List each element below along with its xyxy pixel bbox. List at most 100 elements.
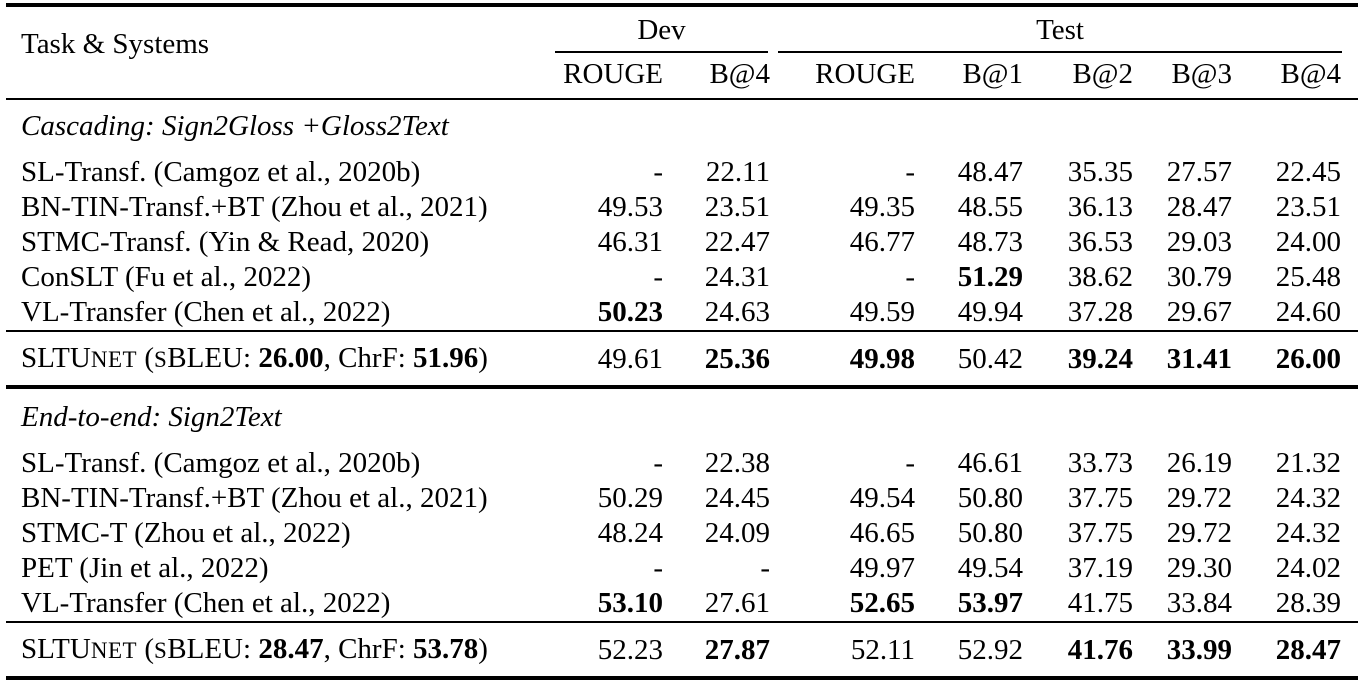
group-label-dev: Dev — [555, 15, 769, 53]
metric-value: 48.73 — [957, 226, 1024, 258]
metric-value: 52.11 — [770, 621, 916, 678]
metric-value: 27.87 — [663, 621, 771, 678]
group-header-dev: Dev — [545, 5, 770, 53]
metric-value: 33.99 — [1133, 621, 1233, 678]
results-table: Task & Systems Dev Test ROUGE B@4 ROUGE … — [6, 3, 1359, 680]
metric-value: 24.00 — [1275, 226, 1342, 258]
metric-value: 25.36 — [663, 330, 771, 387]
system-row: STMC-T (Zhou et al., 2022) 48.24 24.09 4… — [6, 516, 1358, 551]
system-name: SL-Transf. (Camgoz et al., 2020b) — [21, 156, 421, 188]
metric-value: 52.65 — [849, 587, 916, 619]
metric-value: 30.79 — [1166, 261, 1233, 293]
metric-value: 31.41 — [1133, 330, 1233, 387]
table-header: Task & Systems Dev Test ROUGE B@4 ROUGE … — [6, 5, 1359, 100]
paren-close: ) — [478, 342, 488, 374]
sltunet-name-smallcaps: net — [90, 347, 138, 372]
chrf-value: 51.96 — [413, 342, 479, 374]
metric-value: 48.47 — [957, 156, 1024, 188]
metric-value: 33.73 — [1067, 447, 1134, 479]
col-header-test-b4: B@4 — [1232, 53, 1359, 100]
metric-value: 52.92 — [915, 621, 1024, 678]
metric-value: 35.35 — [1067, 156, 1134, 188]
metric-value: 38.62 — [1067, 261, 1134, 293]
metric-value: 28.47 — [1232, 621, 1359, 678]
sbleu-small-s: s — [153, 347, 168, 372]
system-name: STMC-T (Zhou et al., 2022) — [21, 517, 351, 549]
metric-value: - — [653, 447, 663, 479]
col-header-test-b3: B@3 — [1133, 53, 1233, 100]
metric-value: 24.32 — [1275, 517, 1342, 549]
col-header-test-b2: B@2 — [1023, 53, 1134, 100]
metric-value: - — [653, 156, 663, 188]
group-header-test: Test — [770, 5, 1358, 53]
metric-value: 36.53 — [1067, 226, 1134, 258]
sbleu-value: 28.47 — [258, 633, 324, 665]
system-row: BN-TIN-Transf.+BT (Zhou et al., 2021) 49… — [6, 190, 1358, 225]
metric-value: 50.80 — [957, 482, 1024, 514]
metric-value: 46.77 — [849, 226, 916, 258]
metric-value: 50.23 — [597, 296, 663, 328]
system-row: SL-Transf. (Camgoz et al., 2020b) - 22.3… — [6, 446, 1358, 481]
metric-value: 37.19 — [1067, 552, 1134, 584]
metric-value: 24.60 — [1275, 296, 1342, 328]
metric-value: 37.75 — [1067, 482, 1134, 514]
metric-value: 24.02 — [1275, 552, 1342, 584]
metric-value: - — [653, 261, 663, 293]
metric-value: 46.65 — [849, 517, 916, 549]
metric-value: 25.48 — [1275, 261, 1342, 293]
metric-value: 48.55 — [957, 191, 1024, 223]
metric-value: 48.24 — [597, 517, 663, 549]
metric-value: 24.09 — [704, 517, 771, 549]
system-name: ConSLT (Fu et al., 2022) — [21, 261, 312, 293]
metric-value: - — [653, 552, 663, 584]
metric-value: 46.31 — [597, 226, 663, 258]
system-name: BN-TIN-Transf.+BT (Zhou et al., 2021) — [21, 482, 488, 514]
sltunet-name-main: SLTU — [21, 633, 91, 665]
metric-value: 41.75 — [1067, 587, 1134, 619]
section-title-text: End-to-end: Sign2Text — [6, 385, 1359, 446]
col-header-dev-b4: B@4 — [663, 53, 771, 100]
col-header-test-b1: B@1 — [915, 53, 1024, 100]
metric-value: 29.72 — [1166, 517, 1233, 549]
metric-value: 29.67 — [1166, 296, 1233, 328]
section-title-text: Cascading: Sign2Gloss +Gloss2Text — [21, 110, 449, 142]
metric-value: 26.00 — [1232, 330, 1359, 387]
system-row: VL-Transfer (Chen et al., 2022) 50.23 24… — [6, 295, 1358, 331]
system-row: BN-TIN-Transf.+BT (Zhou et al., 2021) 50… — [6, 481, 1358, 516]
column-header-row: ROUGE B@4 ROUGE B@1 B@2 B@3 B@4 — [6, 53, 1359, 100]
chrf-value: 53.78 — [413, 633, 479, 665]
metric-value: 36.13 — [1067, 191, 1134, 223]
metric-value: 28.39 — [1275, 587, 1342, 619]
metric-value: - — [760, 552, 771, 584]
system-row: VL-Transfer (Chen et al., 2022) 53.10 27… — [6, 586, 1358, 622]
sbleu-small-s: s — [153, 638, 168, 663]
metric-value: - — [905, 156, 916, 188]
metric-value: 49.54 — [957, 552, 1024, 584]
sltunet-summary-row: SLTUnet (sBLEU: 26.00, ChrF: 51.96) 49.6… — [6, 330, 1359, 387]
chrf-label: , ChrF: — [323, 633, 413, 665]
metric-value: 29.03 — [1166, 226, 1233, 258]
metric-value: 29.72 — [1166, 482, 1233, 514]
metric-value: 28.47 — [1166, 191, 1233, 223]
system-name: SL-Transf. (Camgoz et al., 2020b) — [21, 447, 421, 479]
metric-value: 53.10 — [597, 587, 663, 619]
metric-value: - — [905, 447, 916, 479]
metric-value: 23.51 — [1275, 191, 1342, 223]
group-header-row: Task & Systems Dev Test — [6, 5, 1358, 100]
metric-value: 27.57 — [1166, 156, 1233, 188]
metric-value: 22.38 — [704, 447, 771, 479]
metric-value: 22.45 — [1275, 156, 1342, 188]
metric-value: 49.53 — [597, 191, 663, 223]
metric-value: 49.97 — [849, 552, 916, 584]
metric-value: 49.94 — [957, 296, 1024, 328]
metric-value: - — [905, 261, 916, 293]
system-name: VL-Transfer (Chen et al., 2022) — [21, 587, 391, 619]
system-name: PET (Jin et al., 2022) — [21, 552, 269, 584]
metric-value: 49.54 — [849, 482, 916, 514]
metric-value: 52.23 — [545, 621, 663, 678]
sbleu-value: 26.00 — [258, 342, 324, 374]
section-title-cascading: Cascading: Sign2Gloss +Gloss2Text — [6, 99, 1358, 155]
paren-open: ( — [137, 633, 154, 665]
system-name: BN-TIN-Transf.+BT (Zhou et al., 2021) — [21, 191, 488, 223]
metric-value: 21.32 — [1275, 447, 1342, 479]
